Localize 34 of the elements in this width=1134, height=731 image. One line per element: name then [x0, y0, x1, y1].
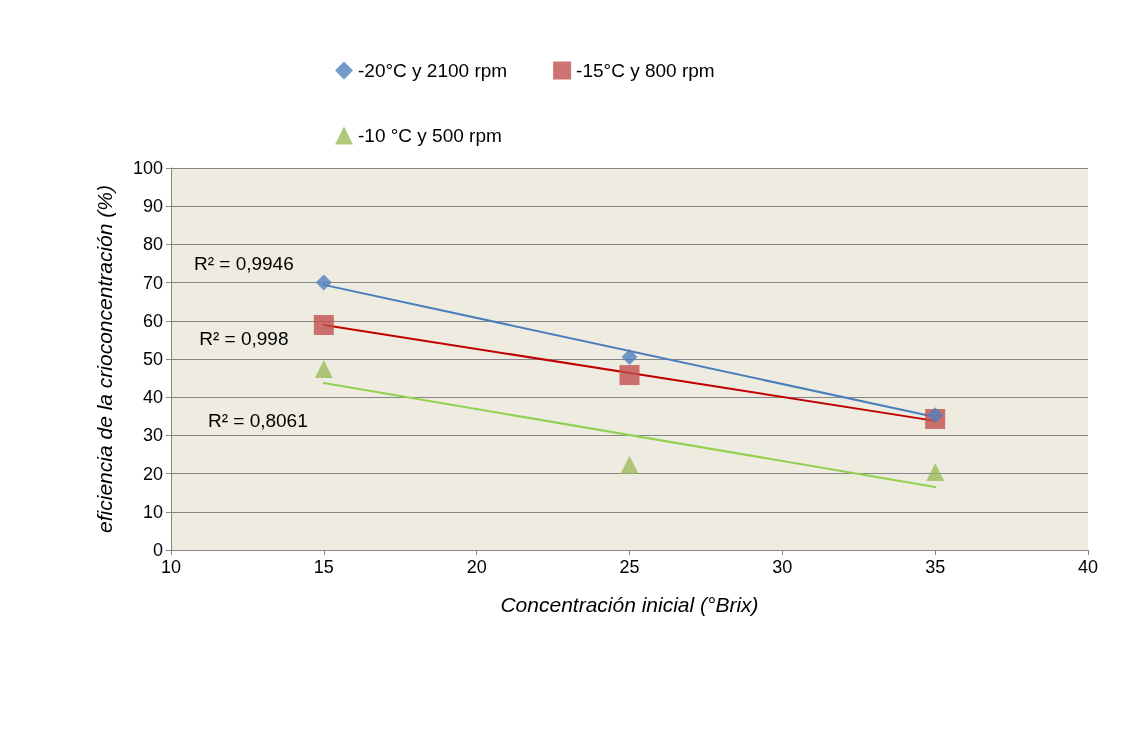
- point: [313, 315, 334, 335]
- point: [621, 349, 638, 366]
- y-tick-label: 70: [142, 272, 163, 293]
- y-tick-label: 50: [142, 349, 163, 369]
- x-axis-title: Concentración inicial (°Brix): [500, 593, 759, 616]
- x-tick-label: 40: [1077, 557, 1099, 577]
- y-tick-label: 80: [142, 234, 163, 255]
- y-tick-label: 90: [142, 196, 163, 217]
- x-tick-label: 10: [160, 557, 182, 577]
- point: [619, 365, 640, 386]
- x-tick-label: 20: [466, 557, 487, 577]
- y-tick-label: 10: [142, 501, 163, 522]
- point: [315, 274, 332, 291]
- point: [620, 455, 639, 474]
- y-tick-label: 40: [142, 387, 163, 408]
- point: [314, 359, 333, 378]
- legend-label: -10 °C y 500 rpm: [358, 125, 502, 146]
- y-tick-label: 100: [132, 158, 163, 178]
- x-tick-label: 30: [772, 557, 793, 577]
- y-axis-title: eficiencia de la crioconcentración (%): [93, 185, 116, 533]
- legend-label: -15°C y 800 rpm: [576, 60, 715, 81]
- point: [927, 407, 944, 424]
- x-tick-label: 15: [313, 557, 334, 577]
- y-tick-label: 0: [152, 540, 163, 560]
- annotation: R² = 0,8061: [207, 409, 308, 431]
- y-tick-label: 20: [142, 463, 163, 484]
- annotation: R² = 0,998: [199, 327, 289, 349]
- annotation: R² = 0,9946: [193, 253, 294, 275]
- x-tick-label: 25: [619, 557, 640, 577]
- legend-label: -20°C y 2100 rpm: [358, 60, 508, 81]
- y-tick-label: 60: [142, 310, 163, 331]
- x-tick-label: 35: [925, 557, 946, 577]
- y-tick-label: 30: [142, 425, 163, 446]
- point: [926, 463, 945, 482]
